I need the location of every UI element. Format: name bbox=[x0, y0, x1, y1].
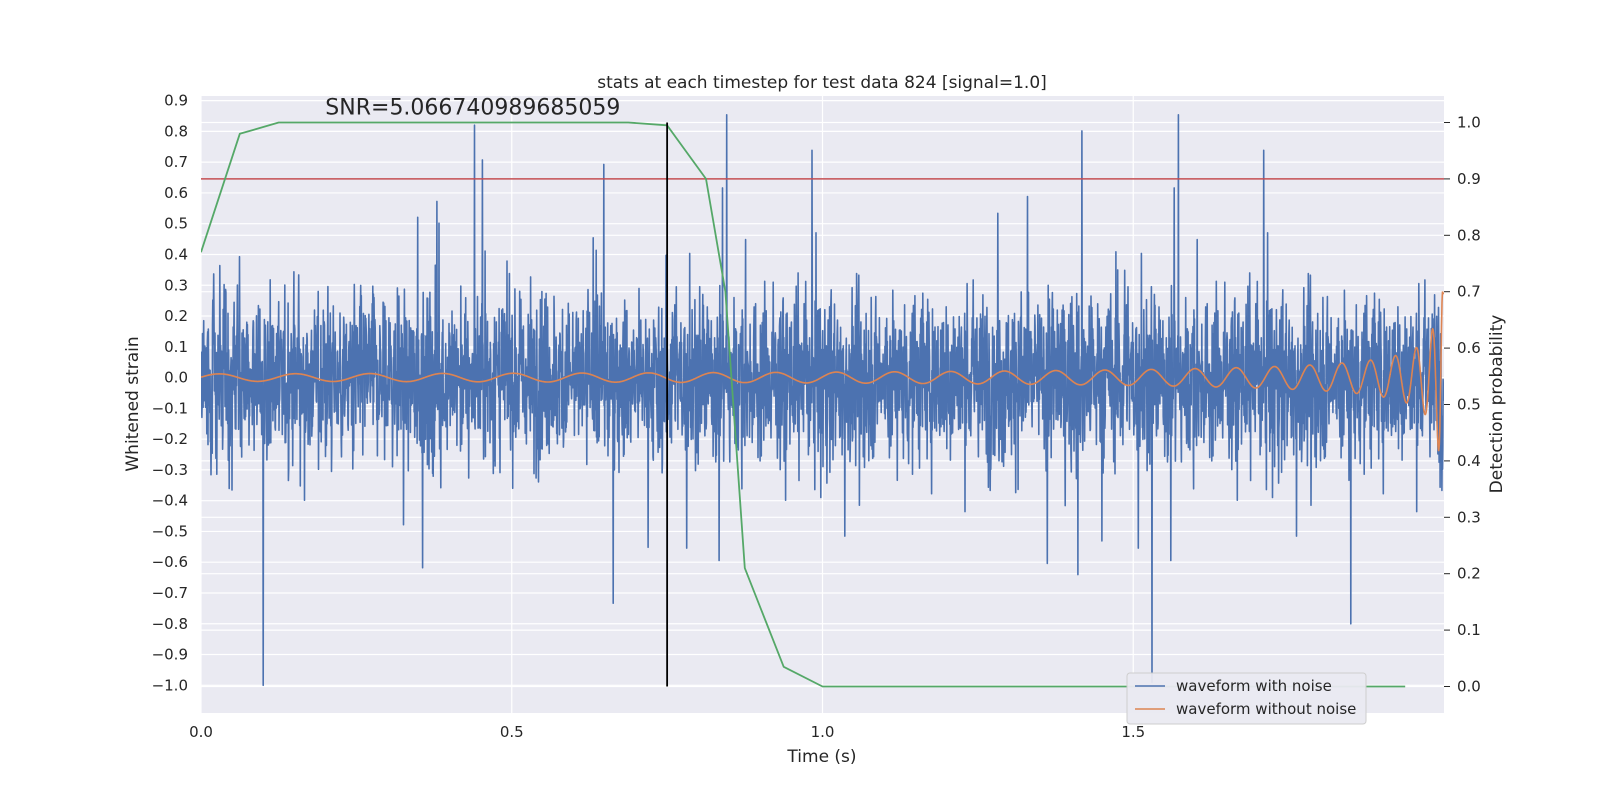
legend-label-clean: waveform without noise bbox=[1176, 700, 1356, 718]
series-waveform-without-noise bbox=[201, 291, 1444, 452]
y-axis-label: Whitened strain bbox=[123, 336, 143, 471]
y-tick-label: 0.2 bbox=[164, 307, 188, 325]
legend: waveform with noise waveform without noi… bbox=[1126, 672, 1367, 725]
y2-tick-label: 0.3 bbox=[1457, 508, 1481, 526]
y-tick-label: 0.1 bbox=[164, 338, 188, 356]
snr-annotation: SNR=5.066740989685059 bbox=[325, 95, 620, 120]
y2-tick-label: 0.7 bbox=[1457, 283, 1481, 301]
y-tick-label: −0.9 bbox=[152, 646, 188, 664]
tick-labels: 0.0 0.5 1.0 1.5 0.9 0.8 0.7 0.6 0.5 0.4 0.3 0.2 0.1 0… bbox=[152, 92, 1481, 741]
x-tick-label: 1.0 bbox=[811, 723, 835, 741]
y-tick-label: −0.3 bbox=[152, 461, 188, 479]
legend-box bbox=[1126, 672, 1367, 725]
y2-tick-label: 0.9 bbox=[1457, 170, 1481, 188]
y-tick-label: 0.4 bbox=[164, 245, 188, 263]
y2-tick-label: 0.6 bbox=[1457, 339, 1481, 357]
y-tick-label: −0.5 bbox=[152, 522, 188, 540]
x-tick-label: 0.0 bbox=[189, 723, 213, 741]
series-waveform-with-noise bbox=[201, 114, 1444, 687]
chart-title: stats at each timestep for test data 824… bbox=[597, 73, 1047, 93]
y-tick-label: 0.7 bbox=[164, 153, 188, 171]
series-detection-probability bbox=[201, 121, 1406, 688]
y-tick-label: −0.4 bbox=[152, 492, 188, 510]
y-tick-label: −0.8 bbox=[152, 615, 188, 633]
y2-tick-label: 0.1 bbox=[1457, 621, 1481, 639]
y2-tick-label: 0.5 bbox=[1457, 396, 1481, 414]
x-tick-label: 1.5 bbox=[1121, 723, 1145, 741]
y-tick-label: −1.0 bbox=[152, 676, 188, 694]
y2-tick-label: 0.8 bbox=[1457, 226, 1481, 244]
y2-axis-label: Detection probability bbox=[1487, 315, 1507, 494]
y-tick-label: −0.7 bbox=[152, 584, 188, 602]
y-tick-label: 0.3 bbox=[164, 276, 188, 294]
y2-tick-label: 0.4 bbox=[1457, 452, 1481, 470]
y2-tick-label: 0.2 bbox=[1457, 565, 1481, 583]
x-tick-label: 0.5 bbox=[500, 723, 524, 741]
y-tick-label: −0.1 bbox=[152, 399, 188, 417]
y-tick-label: −0.2 bbox=[152, 430, 188, 448]
y-tick-label: 0.5 bbox=[164, 215, 188, 233]
y-tick-label: 0.9 bbox=[164, 92, 188, 110]
x-axis-label: Time (s) bbox=[786, 747, 856, 767]
y2-tick-label: 1.0 bbox=[1457, 114, 1481, 132]
y2-tick-label: 0.0 bbox=[1457, 677, 1481, 695]
data-layer bbox=[201, 114, 1444, 688]
y-tick-label: 0.8 bbox=[164, 122, 188, 140]
legend-label-noise: waveform with noise bbox=[1176, 677, 1332, 695]
y-tick-label: −0.6 bbox=[152, 553, 188, 571]
y-tick-label: 0.6 bbox=[164, 184, 188, 202]
y-tick-label: 0.0 bbox=[164, 369, 188, 387]
